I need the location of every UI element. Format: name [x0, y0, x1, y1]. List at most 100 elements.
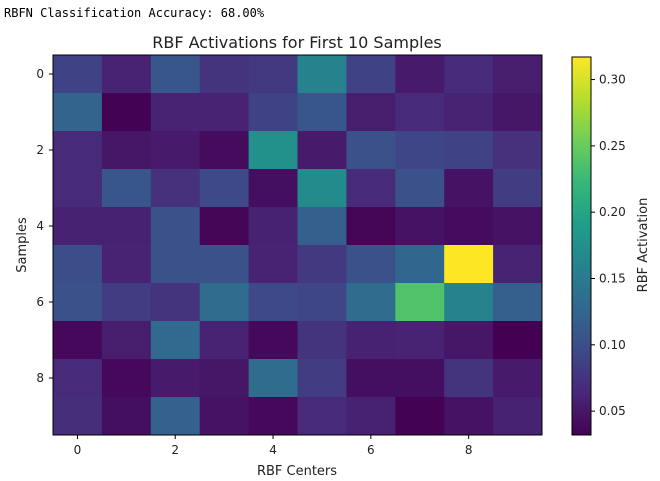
cell-1-4	[248, 93, 298, 132]
colorbar	[571, 56, 592, 436]
cell-6-3	[199, 283, 250, 322]
cell-3-5	[297, 169, 347, 208]
cell-7-4	[248, 321, 298, 360]
cell-2-6	[346, 131, 396, 170]
cell-6-8	[444, 283, 494, 322]
cell-9-4	[248, 397, 298, 436]
cell-3-6	[346, 169, 396, 208]
y-tick-label: 6	[36, 295, 44, 309]
y-ticks: 0 2 4 6 8	[36, 67, 53, 385]
cell-0-7	[395, 55, 445, 94]
x-tick-label: 6	[367, 443, 375, 457]
cell-5-3	[199, 245, 250, 284]
cell-7-0	[53, 321, 103, 360]
colorbar-tick-label: 0.05	[599, 404, 626, 418]
cell-9-0	[53, 397, 103, 436]
cell-3-8	[444, 169, 494, 208]
cell-8-5	[297, 359, 347, 398]
x-tick-label: 4	[269, 443, 277, 457]
cell-9-7	[395, 397, 445, 436]
cell-6-7	[395, 283, 445, 322]
cell-2-7	[395, 131, 445, 170]
cell-2-3	[199, 131, 250, 170]
cell-2-1	[101, 131, 152, 170]
cell-9-8	[444, 397, 494, 436]
cell-9-2	[150, 397, 201, 436]
x-tick-label: 0	[74, 443, 82, 457]
heatmap-cells	[53, 55, 543, 436]
colorbar-tick-label: 0.25	[599, 139, 626, 153]
x-tick-label: 2	[171, 443, 179, 457]
cell-9-5	[297, 397, 347, 436]
cell-3-1	[101, 169, 152, 208]
cell-6-0	[53, 283, 103, 322]
cell-8-8	[444, 359, 494, 398]
cell-0-6	[346, 55, 396, 94]
cell-4-2	[150, 207, 201, 246]
cell-4-4	[248, 207, 298, 246]
cell-1-8	[444, 93, 494, 132]
cell-1-7	[395, 93, 445, 132]
cell-3-2	[150, 169, 201, 208]
cell-1-2	[150, 93, 201, 132]
cell-8-6	[346, 359, 396, 398]
cell-8-3	[199, 359, 250, 398]
cell-3-3	[199, 169, 250, 208]
cell-6-2	[150, 283, 201, 322]
plot-frame	[52, 54, 543, 436]
y-axis-label: Samples	[15, 217, 30, 273]
cell-7-2	[150, 321, 201, 360]
y-tick-label: 4	[36, 219, 44, 233]
cell-1-9	[493, 93, 543, 132]
cell-2-4	[248, 131, 298, 170]
cell-6-5	[297, 283, 347, 322]
cell-7-7	[395, 321, 445, 360]
cell-0-4	[248, 55, 298, 94]
cell-3-4	[248, 169, 298, 208]
cell-3-9	[493, 169, 543, 208]
cell-5-5	[297, 245, 347, 284]
cell-7-6	[346, 321, 396, 360]
colorbar-tick-label: 0.10	[599, 338, 626, 352]
cell-1-6	[346, 93, 396, 132]
cell-8-2	[150, 359, 201, 398]
cell-5-0	[53, 245, 103, 284]
cell-2-0	[53, 131, 103, 170]
cell-9-1	[101, 397, 152, 436]
cell-1-5	[297, 93, 347, 132]
cell-7-9	[493, 321, 543, 360]
cell-0-3	[199, 55, 250, 94]
cell-1-3	[199, 93, 250, 132]
cell-4-5	[297, 207, 347, 246]
cell-4-0	[53, 207, 103, 246]
cell-5-8	[444, 245, 494, 284]
cell-0-9	[493, 55, 543, 94]
cell-4-8	[444, 207, 494, 246]
cell-5-1	[101, 245, 152, 284]
cell-3-7	[395, 169, 445, 208]
cell-8-9	[493, 359, 543, 398]
cell-6-6	[346, 283, 396, 322]
cell-7-8	[444, 321, 494, 360]
y-tick-label: 8	[36, 371, 44, 385]
y-tick-label: 2	[36, 143, 44, 157]
cell-2-2	[150, 131, 201, 170]
cell-0-5	[297, 55, 347, 94]
cell-5-4	[248, 245, 298, 284]
cell-0-8	[444, 55, 494, 94]
cell-4-7	[395, 207, 445, 246]
colorbar-tick-label: 0.30	[599, 73, 626, 87]
cell-2-8	[444, 131, 494, 170]
cell-4-9	[493, 207, 543, 246]
cell-6-9	[493, 283, 543, 322]
chart-title: RBF Activations for First 10 Samples	[152, 33, 442, 52]
cell-0-2	[150, 55, 201, 94]
colorbar-tick-label: 0.20	[599, 205, 626, 219]
x-axis-label: RBF Centers	[257, 464, 337, 479]
cell-1-1	[101, 93, 152, 132]
colorbar-label: RBF Activation	[636, 198, 651, 293]
cell-9-9	[493, 397, 543, 436]
colorbar-tick-label: 0.15	[599, 271, 626, 285]
cell-5-9	[493, 245, 543, 284]
